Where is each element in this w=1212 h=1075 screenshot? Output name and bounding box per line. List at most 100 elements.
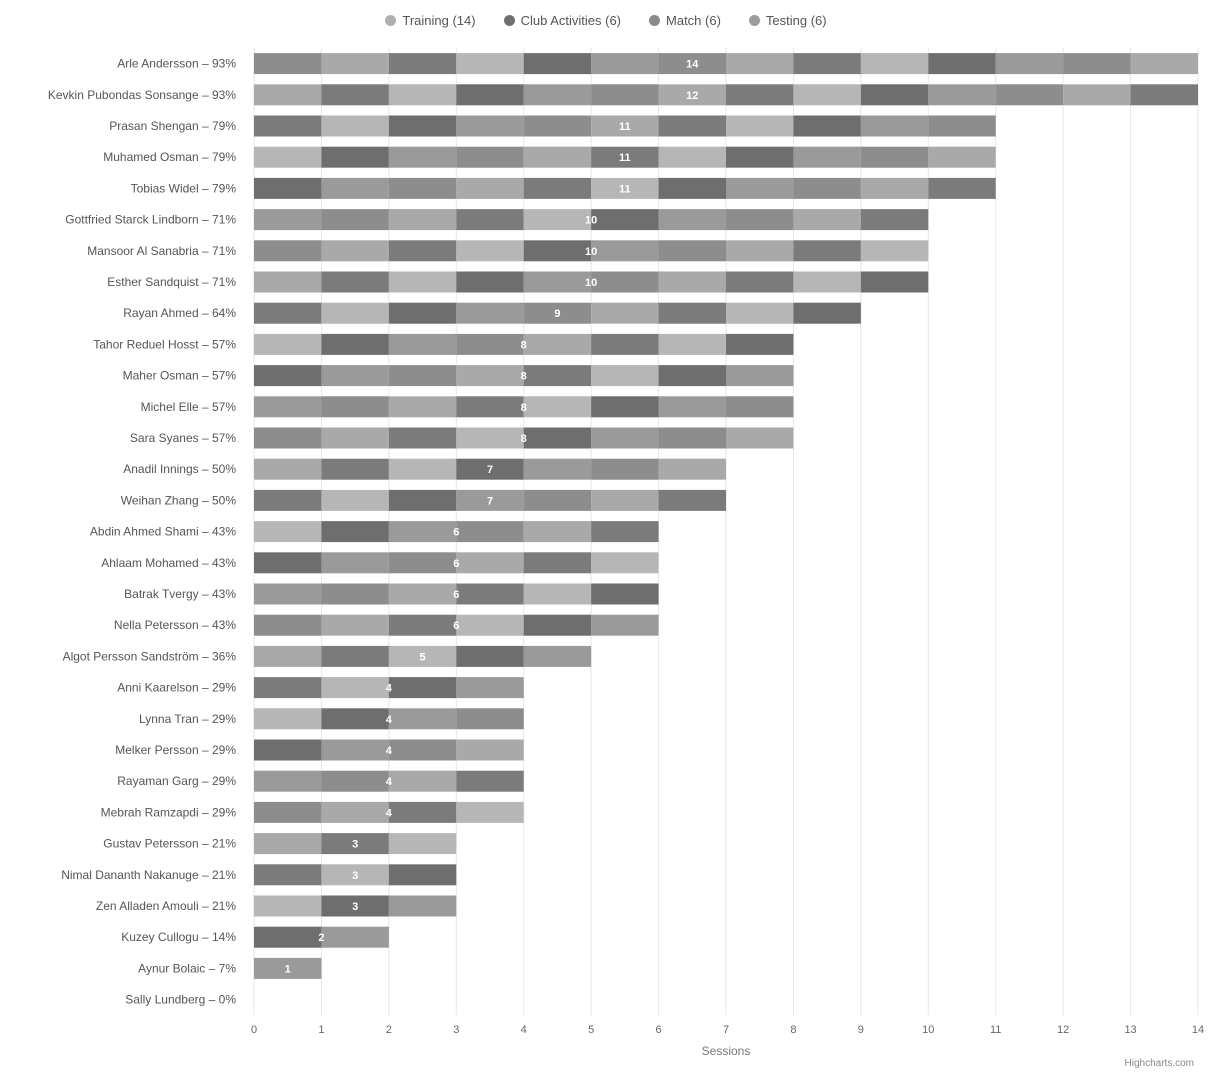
bar-segment xyxy=(793,84,861,106)
bar-segment xyxy=(793,115,861,137)
bar-segment xyxy=(591,614,659,636)
legend-swatch-icon xyxy=(503,14,515,26)
bar-segment xyxy=(456,177,524,199)
bar-data-label: 6 xyxy=(453,527,459,539)
bar-segment xyxy=(726,209,794,231)
bar-data-label: 7 xyxy=(487,464,493,476)
bar-segment xyxy=(321,427,389,449)
bar-segment xyxy=(388,458,457,480)
y-axis-label: Mansoor Al Sanabria – 71% xyxy=(87,244,236,258)
bar-segment xyxy=(254,271,322,293)
legend-label: Match (6) xyxy=(666,12,721,28)
bar-segment xyxy=(254,614,322,636)
bar-segment xyxy=(456,115,524,137)
bar-segment xyxy=(254,957,322,979)
bar-segment xyxy=(523,614,592,636)
bar-segment xyxy=(995,84,1064,106)
bar-segment xyxy=(726,115,794,137)
bar-segment xyxy=(321,677,389,699)
bar-segment xyxy=(1063,53,1131,75)
x-tick-label: 3 xyxy=(453,1024,459,1036)
bar-segment xyxy=(388,552,457,574)
y-axis-label: Algot Persson Sandström – 36% xyxy=(63,649,237,663)
bar-segment xyxy=(726,146,794,168)
bar-segment xyxy=(321,801,389,823)
bar-segment xyxy=(321,271,389,293)
y-axis-label: Maher Osman – 57% xyxy=(123,369,237,383)
bar-segment xyxy=(456,427,524,449)
legend-item[interactable]: Training (14) xyxy=(385,12,476,28)
bar-segment xyxy=(523,489,592,511)
bar-segment xyxy=(254,115,322,137)
bar-segment xyxy=(321,645,389,667)
bar-segment xyxy=(658,396,726,418)
legend-item[interactable]: Club Activities (6) xyxy=(503,13,621,28)
y-axis-label: Gottfried Starck Lindborn – 71% xyxy=(65,213,236,227)
bar-segment xyxy=(591,240,659,262)
bar-segment xyxy=(928,146,996,168)
bar-segment xyxy=(793,209,861,231)
credits-label[interactable]: Highcharts.com xyxy=(1124,1058,1194,1069)
bar-segment xyxy=(254,427,322,449)
bar-data-label: 8 xyxy=(521,433,527,445)
bar-segment xyxy=(726,365,794,387)
bar-segment xyxy=(388,801,457,823)
y-axis-label: Ahlaam Mohamed – 43% xyxy=(101,556,236,570)
bar-segment xyxy=(523,427,592,449)
bar-segment xyxy=(591,427,659,449)
bar-segment xyxy=(591,177,659,199)
bar-segment xyxy=(254,458,322,480)
bar-segment xyxy=(456,552,524,574)
bar-segment xyxy=(456,84,524,106)
bar-segment xyxy=(388,396,457,418)
y-axis-label: Rayaman Garg – 29% xyxy=(117,774,236,788)
bar-segment xyxy=(658,427,726,449)
bar-segment xyxy=(321,926,389,948)
bar-segment xyxy=(860,115,929,137)
bar-data-label: 3 xyxy=(352,901,358,913)
y-axis-label: Nimal Dananth Nakanuge – 21% xyxy=(61,868,236,882)
bar-segment xyxy=(388,302,457,324)
bar-segment xyxy=(456,801,524,823)
bar-segment xyxy=(523,645,592,667)
bar-data-label: 14 xyxy=(686,59,699,71)
bar-data-label: 6 xyxy=(453,558,459,570)
bar-segment xyxy=(523,458,592,480)
bar-segment xyxy=(658,489,726,511)
bar-segment xyxy=(523,115,592,137)
y-axis-label: Lynna Tran – 29% xyxy=(139,712,236,726)
bar-segment xyxy=(388,489,457,511)
bar-segment xyxy=(254,146,322,168)
y-axis-label: Rayan Ahmed – 64% xyxy=(123,306,236,320)
bar-data-label: 4 xyxy=(386,745,393,757)
bar-segment xyxy=(456,209,524,231)
y-axis-label: Muhamed Osman – 79% xyxy=(103,150,236,164)
x-tick-label: 6 xyxy=(656,1024,662,1036)
bar-data-label: 4 xyxy=(386,683,393,695)
bar-segment xyxy=(321,614,389,636)
bar-segment xyxy=(254,365,322,387)
y-axis-label: Michel Elle – 57% xyxy=(141,400,237,414)
bar-segment xyxy=(860,209,929,231)
bar-segment xyxy=(388,614,457,636)
bar-segment xyxy=(1130,53,1198,75)
bar-segment xyxy=(321,302,389,324)
bar-segment xyxy=(658,209,726,231)
y-axis-label: Tobias Widel – 79% xyxy=(131,181,237,195)
y-axis-label: Sally Lundberg – 0% xyxy=(125,993,236,1007)
x-tick-label: 11 xyxy=(990,1024,1001,1036)
bar-segment xyxy=(523,396,592,418)
bar-segment xyxy=(860,146,929,168)
legend-label: Training (14) xyxy=(402,12,476,28)
bar-segment xyxy=(860,177,929,199)
x-tick-label: 14 xyxy=(1192,1024,1204,1036)
bar-segment xyxy=(321,115,389,137)
legend-item[interactable]: Match (6) xyxy=(649,13,721,28)
bar-segment xyxy=(456,240,524,262)
bar-segment xyxy=(254,770,322,792)
bar-segment xyxy=(321,240,389,262)
bar-data-label: 3 xyxy=(352,839,358,851)
bar-data-label: 10 xyxy=(585,215,597,227)
bar-data-label: 4 xyxy=(386,714,393,726)
legend-item[interactable]: Testing (6) xyxy=(748,13,827,28)
